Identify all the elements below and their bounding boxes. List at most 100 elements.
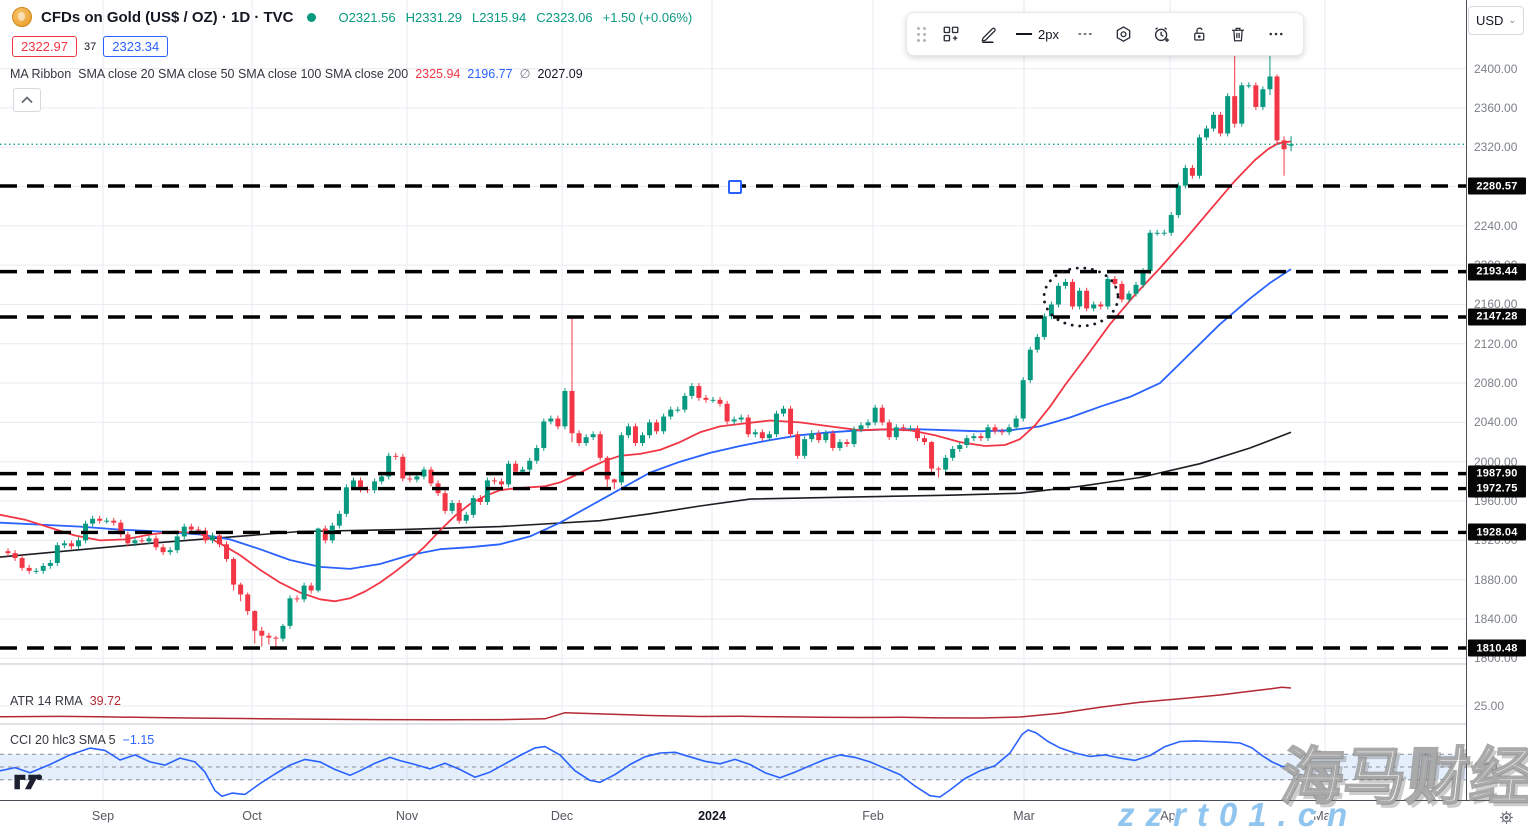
line-width-button[interactable]: 2px	[1010, 18, 1065, 50]
candle-down	[1070, 281, 1076, 307]
candle-up	[301, 585, 307, 600]
atr-title[interactable]: ATR 14 RMA	[10, 694, 83, 708]
candle-down	[611, 479, 617, 483]
candle-down	[97, 518, 103, 521]
candle-down	[703, 397, 709, 400]
candle-up	[1154, 232, 1160, 234]
candle-down	[597, 434, 603, 458]
candle-down	[745, 417, 751, 435]
cci-value: −1.15	[122, 733, 155, 747]
pane-tick-label: 25.00	[1474, 699, 1505, 713]
price-tick-label: 1880.00	[1474, 572, 1518, 587]
unlocked-padlock-icon	[1194, 27, 1205, 41]
tradingview-logo[interactable]	[13, 772, 45, 797]
atr-line	[0, 686, 1292, 721]
symbol-title[interactable]: CFDs on Gold (US$ / OZ) · 1D · TVC	[41, 8, 294, 26]
candle-down	[724, 403, 730, 422]
candle-down	[555, 418, 561, 427]
candle-down	[978, 436, 984, 439]
line-color-button[interactable]	[972, 18, 1006, 50]
time-axis-label: May	[1313, 809, 1337, 823]
price-tick-label: 1840.00	[1474, 611, 1518, 626]
candle-up	[484, 480, 490, 503]
sell-bid-button[interactable]: 2322.97	[12, 36, 77, 57]
high-value: H2331.29	[405, 9, 462, 25]
open-value: O2321.56	[338, 9, 396, 25]
dashed-line-icon	[1078, 33, 1094, 35]
candle-up	[1288, 144, 1294, 146]
spread-value: 37	[84, 40, 97, 53]
cci-title[interactable]: CCI 20 hlc3 SMA 5	[10, 733, 116, 747]
candle-up	[950, 448, 956, 458]
time-axis-label: Mar	[1013, 809, 1035, 823]
symbol-legend: CFDs on Gold (US$ / OZ) · 1D · TVC O2321…	[12, 7, 692, 27]
add-template-button[interactable]	[934, 18, 968, 50]
candle-up	[104, 520, 110, 522]
delete-button[interactable]	[1221, 18, 1255, 50]
time-axis[interactable]: Sep Oct Nov Dec 2024 Feb Mar Apr May	[0, 800, 1528, 834]
lock-button[interactable]	[1183, 18, 1217, 50]
price-tick-label: 2240.00	[1474, 218, 1518, 233]
candle-up	[1091, 304, 1097, 309]
currency-dropdown[interactable]: USD ⌄	[1468, 6, 1524, 35]
candle-up	[372, 481, 378, 491]
price-level-tag: 1928.04	[1468, 523, 1526, 541]
candle-up	[470, 498, 476, 515]
candle-up	[675, 409, 681, 411]
candle-up	[809, 433, 815, 440]
candle-down	[12, 553, 18, 559]
candle-down	[491, 480, 497, 482]
add-alert-button[interactable]	[1145, 18, 1179, 50]
candle-up	[1225, 96, 1231, 134]
candle-up	[76, 540, 81, 547]
alarm-clock-plus-icon	[1155, 26, 1170, 42]
candle-up	[781, 408, 786, 414]
line-sample-icon	[1016, 32, 1032, 36]
candle-up	[682, 395, 688, 410]
more-options-button[interactable]	[1259, 18, 1293, 50]
time-axis-label: Apr	[1160, 809, 1180, 823]
candle-up	[661, 416, 667, 432]
candle-up	[1147, 232, 1153, 272]
settings-button[interactable]	[1107, 18, 1141, 50]
candle-down	[231, 559, 237, 585]
trash-icon	[1231, 27, 1244, 42]
candle-down	[26, 567, 32, 571]
price-tick-label: 2400.00	[1474, 61, 1518, 76]
candle-up	[379, 476, 385, 482]
candle-up	[583, 437, 589, 444]
line-style-button[interactable]	[1069, 18, 1103, 50]
drawing-anchor-handle[interactable]	[728, 180, 742, 194]
candle-up	[506, 463, 512, 485]
timezone-settings-button[interactable]	[1494, 805, 1518, 829]
price-tick-label: 2040.00	[1474, 415, 1518, 430]
candle-up	[350, 480, 356, 488]
candle-down	[477, 498, 483, 503]
ma-ribbon-title[interactable]: MA Ribbon	[10, 66, 72, 81]
ellipse-drawing[interactable]	[1042, 266, 1120, 328]
price-axis[interactable]: 2400.002360.002320.002280.002240.002200.…	[1466, 0, 1528, 800]
candle-up	[964, 438, 970, 446]
candle-up	[618, 435, 624, 483]
collapse-legend-button[interactable]	[13, 88, 41, 112]
price-tick-label: 2360.00	[1474, 100, 1518, 115]
candle-down	[139, 540, 145, 542]
candle-up	[1239, 85, 1245, 124]
chart-canvas[interactable]	[0, 0, 1466, 800]
drawing-toolbar: 2px	[906, 12, 1304, 56]
candle-up	[209, 535, 215, 541]
candle-up	[625, 426, 631, 436]
time-axis-label: 2024	[698, 809, 726, 823]
toolbar-drag-handle[interactable]	[917, 26, 926, 42]
sma20-value: 2325.94	[415, 66, 461, 81]
candle-up	[541, 421, 547, 448]
candle-up	[1006, 427, 1012, 433]
low-value: L2315.94	[472, 9, 527, 25]
price-level-tag: 2193.44	[1468, 263, 1526, 281]
buy-ask-button[interactable]: 2323.34	[103, 36, 169, 57]
candle-down	[5, 551, 11, 554]
candle-up	[463, 514, 469, 521]
gold-coin-icon	[12, 7, 32, 27]
atr-value: 39.72	[89, 694, 121, 708]
candle-down	[68, 543, 74, 547]
